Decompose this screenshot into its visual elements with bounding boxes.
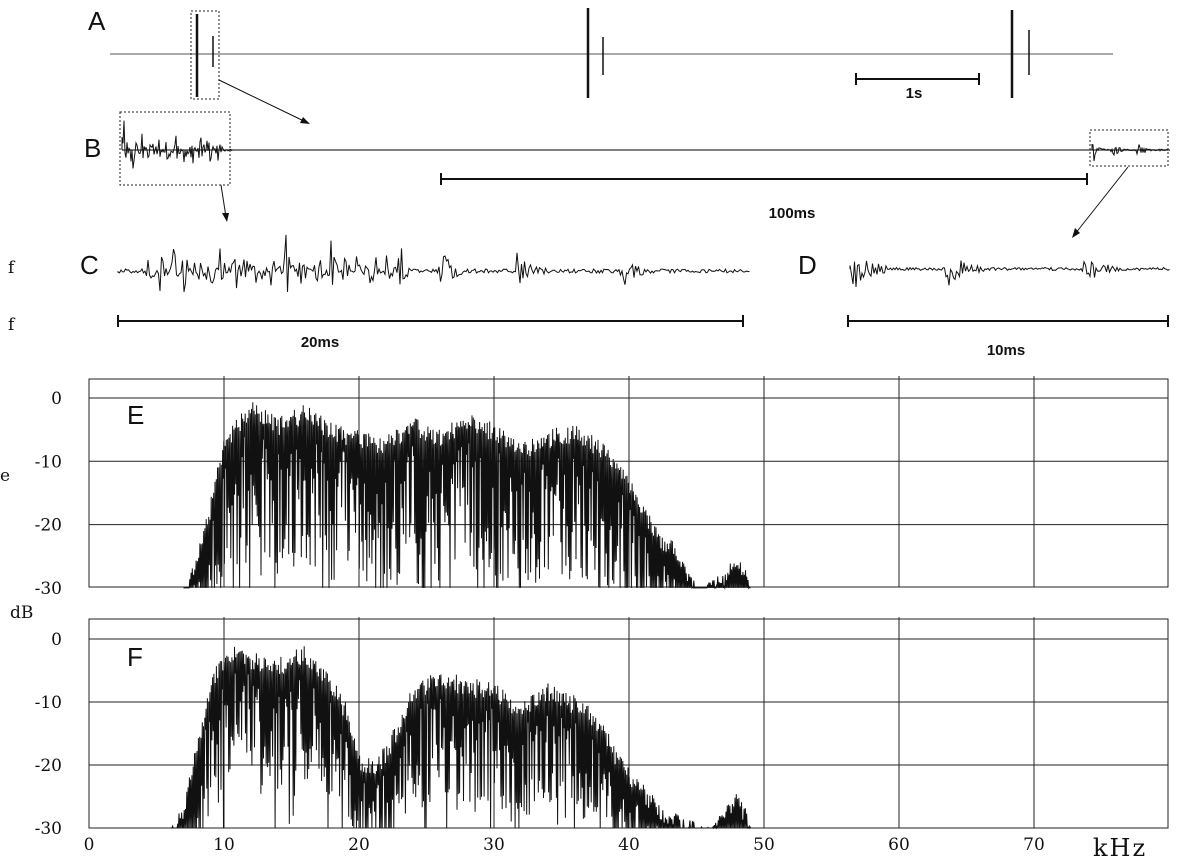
y-tick-label: -10 — [35, 693, 62, 713]
spectrum-f-y-ticks: 0 -10 -20 -30 — [35, 630, 62, 839]
x-tick-label: 20 — [348, 835, 370, 855]
zoom-box-a — [190, 10, 220, 100]
scale-label-100ms: 100ms — [769, 205, 816, 222]
x-tick-label: 60 — [888, 835, 910, 855]
zoom-arrowhead-b-right — [1072, 228, 1080, 238]
trace-c-waveform — [117, 234, 750, 292]
y-tick-label: -20 — [35, 756, 62, 776]
y-tick-label: -30 — [35, 579, 62, 599]
spectrum-f-x-ticks: 0 10 20 30 40 50 60 70 — [84, 835, 1045, 855]
scale-label-20ms: 20ms — [301, 334, 339, 351]
x-axis-unit-label: kHz — [1093, 834, 1147, 859]
panel-label-a: A — [88, 6, 106, 36]
zoom-arrowhead-b-left — [222, 213, 229, 222]
panel-label-b: B — [84, 133, 101, 163]
y-axis-unit-label: dB — [10, 603, 33, 623]
panel-label-e: E — [127, 400, 144, 430]
scale-label-10ms: 10ms — [987, 342, 1025, 359]
panel-label-d: D — [798, 250, 817, 280]
scale-label-1s: 1s — [906, 85, 923, 102]
spectrum-e-line — [183, 402, 751, 590]
trace-b-burst-left — [121, 120, 233, 169]
trace-a-bursts — [195, 8, 1030, 98]
spectrum-f: 0 -10 -20 -30 0 10 20 30 40 50 60 70 F — [35, 617, 1169, 855]
scale-bar-20ms — [117, 315, 744, 327]
y-tick-label: -30 — [35, 819, 62, 839]
trace-d-waveform — [849, 259, 1170, 288]
zoom-arrowhead-a — [300, 117, 310, 124]
panel-label-f: F — [127, 642, 143, 672]
x-tick-label: 40 — [618, 835, 640, 855]
zoom-arrow-b-right — [1074, 166, 1129, 235]
scale-bar-10ms — [847, 315, 1169, 327]
side-glyph-3: e — [0, 466, 10, 486]
zoom-box-b-left — [119, 111, 231, 186]
spectrum-f-line — [170, 646, 751, 830]
spectrum-e-y-ticks: 0 -10 -20 -30 — [35, 389, 62, 599]
zoom-arrow-a — [218, 79, 309, 124]
y-tick-label: -10 — [35, 452, 62, 472]
x-tick-label: 0 — [84, 835, 95, 855]
side-glyph-2: f — [8, 315, 16, 335]
x-tick-label: 50 — [753, 835, 775, 855]
y-tick-label: 0 — [51, 389, 62, 409]
trace-b-burst-right — [1091, 143, 1169, 162]
panel-label-c: C — [80, 250, 99, 280]
spectrum-e-grid — [89, 376, 1168, 587]
spectrum-e: 0 -10 -20 -30 E — [35, 376, 1169, 599]
side-glyph-1: f — [8, 258, 16, 278]
zoom-box-b-right — [1089, 129, 1169, 167]
scale-bar-100ms — [440, 173, 1088, 185]
zoom-arrow-b-left — [220, 184, 227, 218]
scale-bar-1s — [855, 73, 980, 85]
y-tick-label: 0 — [51, 630, 62, 650]
y-tick-label: -20 — [35, 516, 62, 536]
x-tick-label: 10 — [213, 835, 235, 855]
x-tick-label: 30 — [483, 835, 505, 855]
x-tick-label: 70 — [1023, 835, 1045, 855]
